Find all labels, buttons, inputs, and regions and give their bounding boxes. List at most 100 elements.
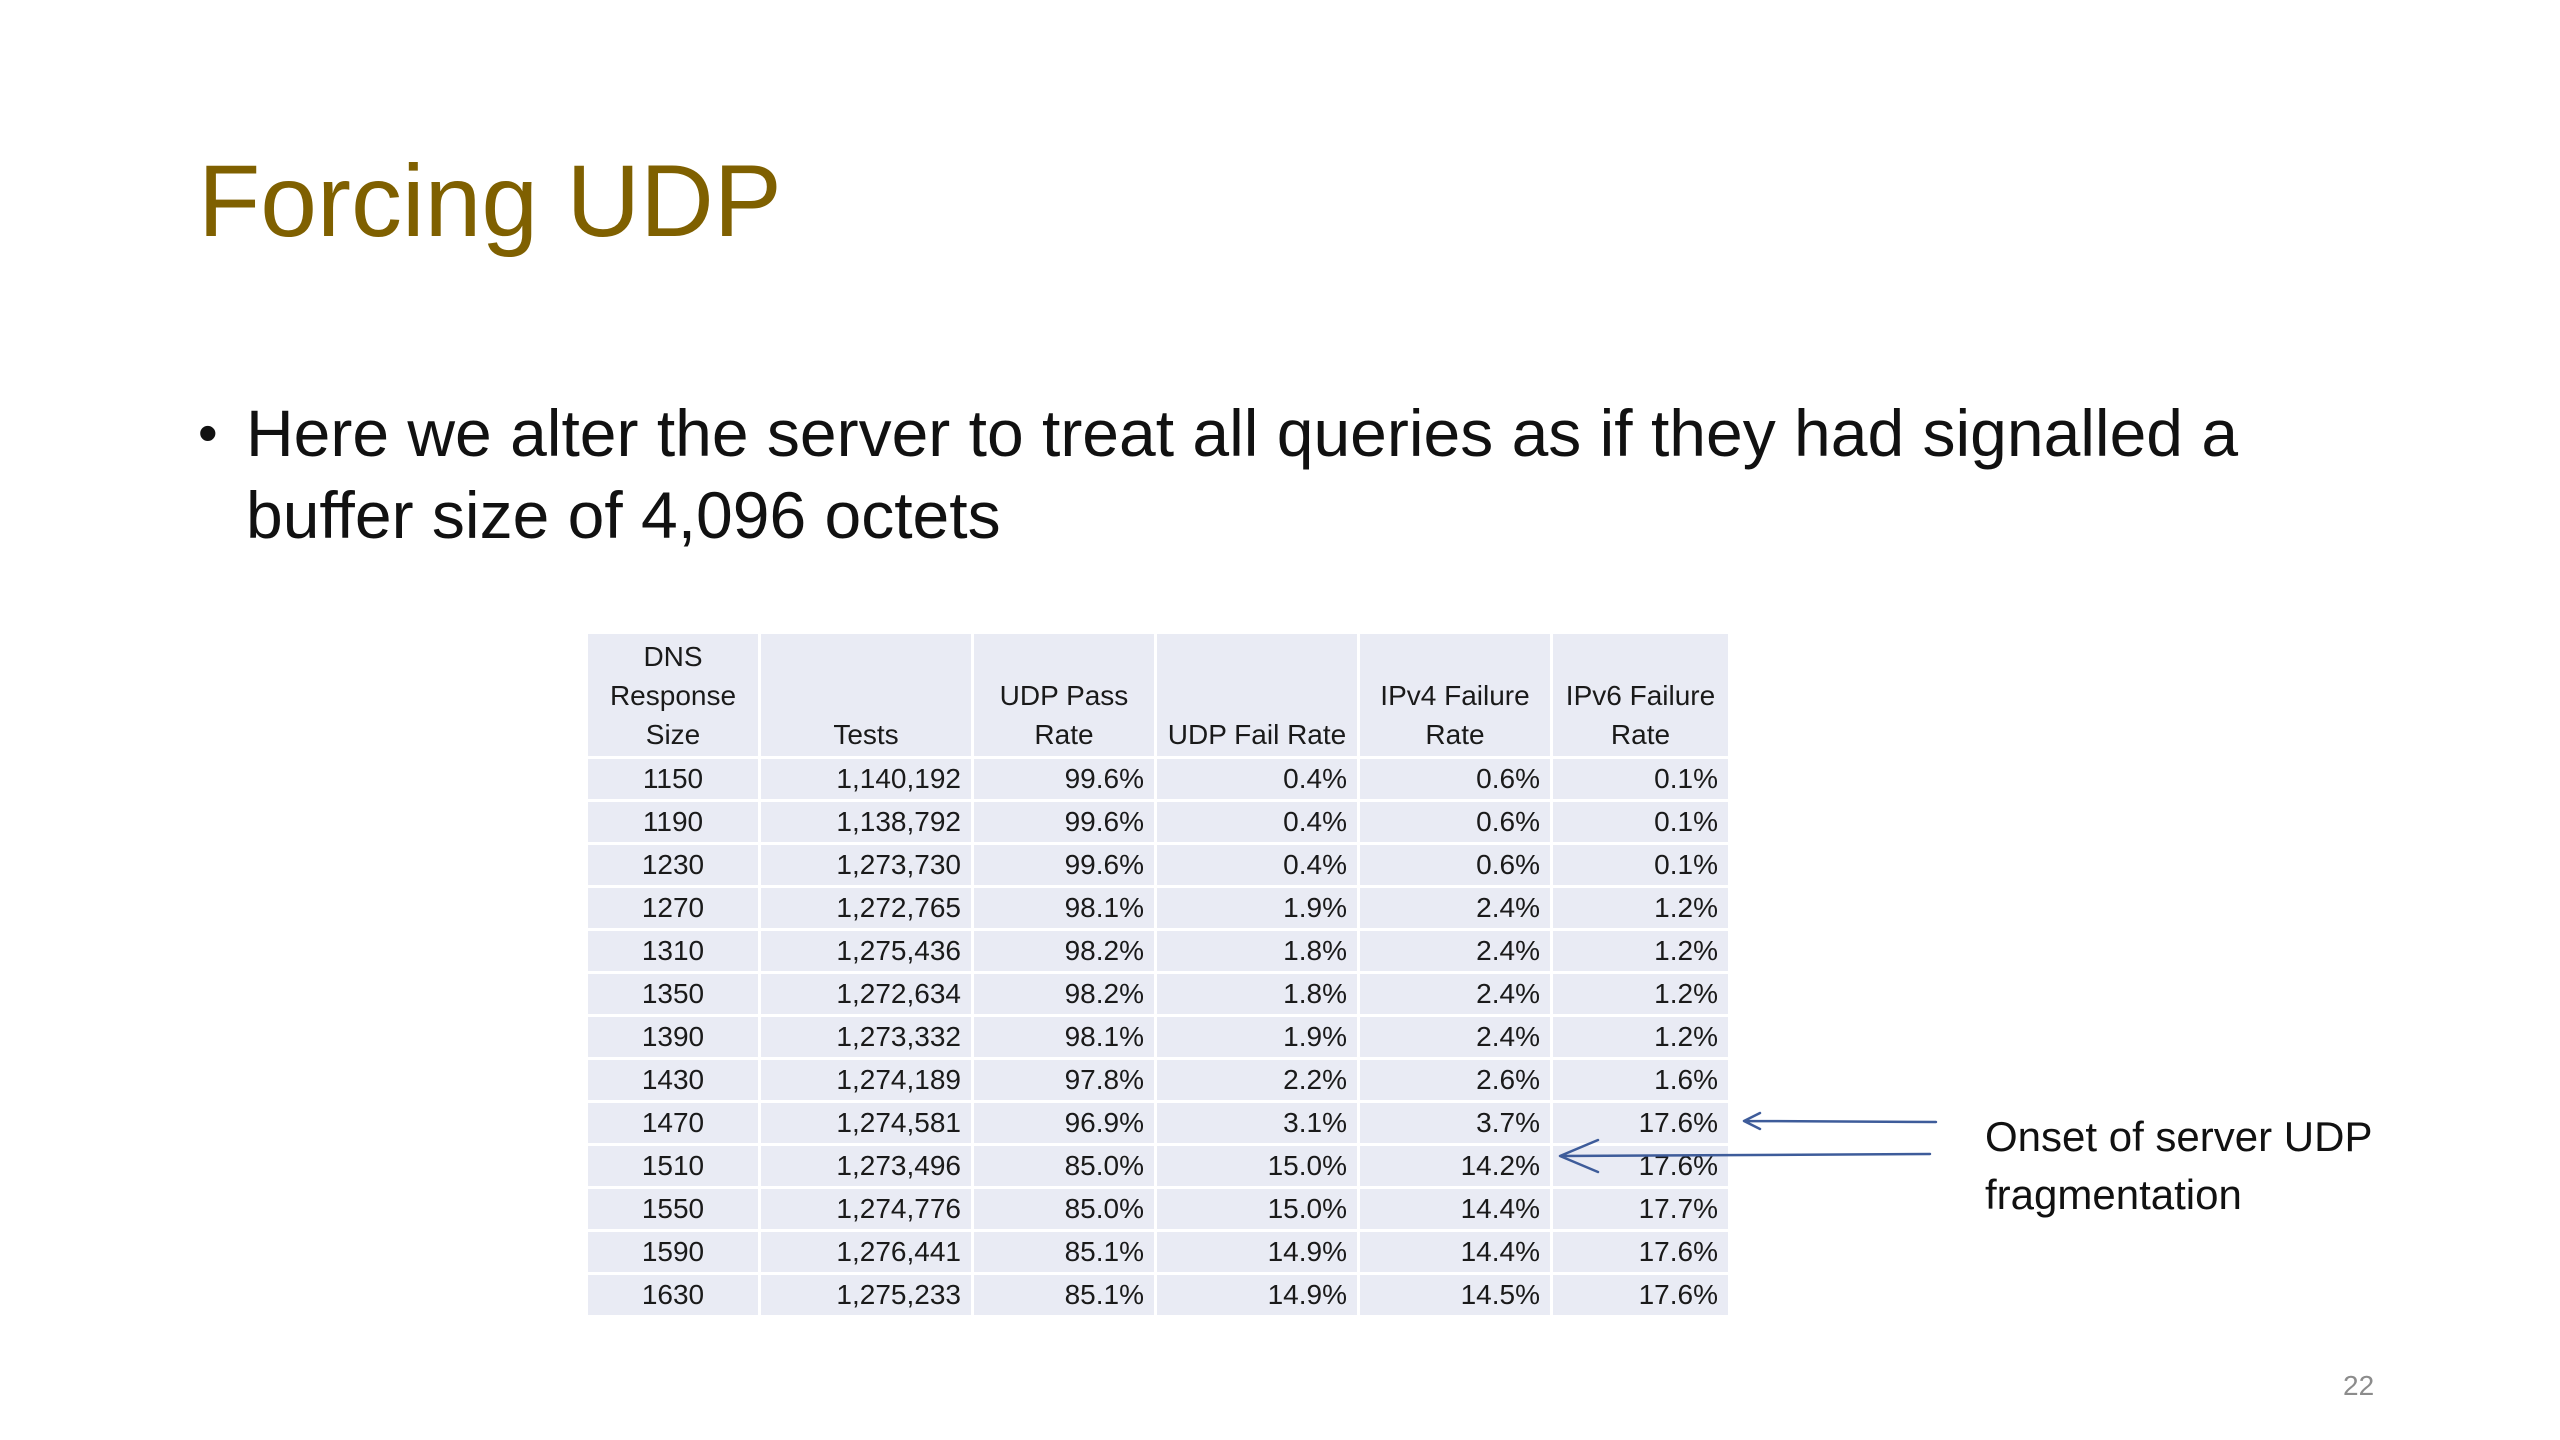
table-cell: 1,273,730 [759,843,974,888]
table-cell: 1.6% [1551,1058,1728,1103]
annotation-line-1: Onset of server UDP [1985,1113,2373,1160]
table-cell: 1,140,192 [759,757,974,802]
table-header-row: DNS Response Size Tests UDP Pass Rate UD… [588,634,1728,759]
column-header-udp-fail-rate: UDP Fail Rate [1155,634,1360,759]
table-cell: 14.9% [1155,1230,1360,1275]
table-cell: 85.1% [972,1273,1157,1315]
table-cell: 1350 [588,972,761,1017]
table-cell: 14.9% [1155,1273,1360,1315]
table-cell: 17.6% [1551,1230,1728,1275]
table-row: 1230 1,273,730 99.6% 0.4% 0.6% 0.1% [588,843,1728,888]
table-cell: 1,275,436 [759,929,974,974]
table-cell: 1150 [588,757,761,802]
table-cell: 2.4% [1358,886,1553,931]
table-cell: 98.1% [972,886,1157,931]
table-cell: 0.1% [1551,757,1728,802]
table-cell: 1,272,634 [759,972,974,1017]
table-cell: 1.8% [1155,972,1360,1017]
bullet-marker: • [198,401,218,464]
table-row: 1390 1,273,332 98.1% 1.9% 2.4% 1.2% [588,1015,1728,1060]
table-cell: 0.6% [1358,843,1553,888]
table-cell: 1270 [588,886,761,931]
table-cell: 1510 [588,1144,761,1189]
table-cell: 1,274,581 [759,1101,974,1146]
table-cell: 1.2% [1551,886,1728,931]
column-header-response-size: DNS Response Size [588,634,761,759]
table-cell: 1.9% [1155,1015,1360,1060]
annotation-line-2: fragmentation [1985,1171,2242,1218]
table-cell: 1,276,441 [759,1230,974,1275]
table-cell: 15.0% [1155,1187,1360,1232]
table-cell: 1390 [588,1015,761,1060]
table-cell: 85.0% [972,1144,1157,1189]
table-row: 1350 1,272,634 98.2% 1.8% 2.4% 1.2% [588,972,1728,1017]
table-cell: 1470 [588,1101,761,1146]
table-cell: 3.1% [1155,1101,1360,1146]
results-table-container: DNS Response Size Tests UDP Pass Rate UD… [588,634,1728,1315]
table-row: 1630 1,275,233 85.1% 14.9% 14.5% 17.6% [588,1273,1728,1315]
table-cell: 0.4% [1155,800,1360,845]
table-cell: 98.2% [972,929,1157,974]
table-cell: 0.4% [1155,843,1360,888]
table-cell: 1.2% [1551,972,1728,1017]
table-cell: 0.6% [1358,800,1553,845]
table-row: 1150 1,140,192 99.6% 0.4% 0.6% 0.1% [588,757,1728,802]
table-cell: 99.6% [972,757,1157,802]
table-cell: 3.7% [1358,1101,1553,1146]
arrow-to-row-1470 [1742,1111,1938,1131]
table-cell: 1430 [588,1058,761,1103]
table-cell: 1630 [588,1273,761,1315]
table-cell: 17.7% [1551,1187,1728,1232]
column-header-tests: Tests [759,634,974,759]
table-cell: 96.9% [972,1101,1157,1146]
table-row: 1470 1,274,581 96.9% 3.1% 3.7% 17.6% [588,1101,1728,1146]
table-cell: 1,138,792 [759,800,974,845]
table-body: 1150 1,140,192 99.6% 0.4% 0.6% 0.1% 1190 1,138,… [588,757,1728,1315]
table-cell: 0.1% [1551,843,1728,888]
table-cell: 98.2% [972,972,1157,1017]
table-cell: 2.6% [1358,1058,1553,1103]
table-cell: 1310 [588,929,761,974]
table-row: 1550 1,274,776 85.0% 15.0% 14.4% 17.7% [588,1187,1728,1232]
table-cell: 1230 [588,843,761,888]
table-row: 1270 1,272,765 98.1% 1.9% 2.4% 1.2% [588,886,1728,931]
table-cell: 0.6% [1358,757,1553,802]
table-cell: 15.0% [1155,1144,1360,1189]
table-cell: 1550 [588,1187,761,1232]
bullet-text: Here we alter the server to treat all qu… [246,396,2239,552]
column-header-ipv4-failure-rate: IPv4 Failure Rate [1358,634,1553,759]
results-table: DNS Response Size Tests UDP Pass Rate UD… [588,634,1728,1315]
table-cell: 14.4% [1358,1187,1553,1232]
arrow-to-row-1510 [1558,1138,1932,1174]
table-cell: 2.4% [1358,972,1553,1017]
column-header-udp-pass-rate: UDP Pass Rate [972,634,1157,759]
bullet-point: • Here we alter the server to treat all … [198,392,2398,556]
table-cell: 97.8% [972,1058,1157,1103]
slide-title: Forcing UDP [198,144,782,258]
table-cell: 1190 [588,800,761,845]
table-cell: 99.6% [972,843,1157,888]
table-cell: 1.9% [1155,886,1360,931]
table-cell: 1,273,496 [759,1144,974,1189]
table-row: 1430 1,274,189 97.8% 2.2% 2.6% 1.6% [588,1058,1728,1103]
table-cell: 14.4% [1358,1230,1553,1275]
table-cell: 0.1% [1551,800,1728,845]
table-row: 1510 1,273,496 85.0% 15.0% 14.2% 17.6% [588,1144,1728,1189]
table-cell: 1,274,776 [759,1187,974,1232]
table-cell: 1590 [588,1230,761,1275]
table-cell: 1,274,189 [759,1058,974,1103]
table-cell: 85.1% [972,1230,1157,1275]
table-cell: 14.2% [1358,1144,1553,1189]
table-row: 1590 1,276,441 85.1% 14.9% 14.4% 17.6% [588,1230,1728,1275]
table-cell: 85.0% [972,1187,1157,1232]
table-cell: 1.8% [1155,929,1360,974]
table-cell: 2.4% [1358,929,1553,974]
table-cell: 1,273,332 [759,1015,974,1060]
table-cell: 2.2% [1155,1058,1360,1103]
table-cell: 98.1% [972,1015,1157,1060]
table-cell: 0.4% [1155,757,1360,802]
table-cell: 1.2% [1551,929,1728,974]
table-cell: 14.5% [1358,1273,1553,1315]
